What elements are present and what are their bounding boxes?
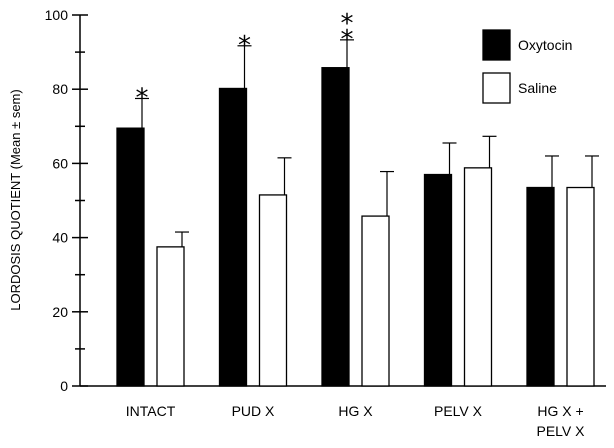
bar-saline — [361, 215, 390, 387]
category-label: HG X — [338, 403, 373, 419]
category-label: INTACT — [126, 403, 176, 419]
error-bars — [135, 39, 599, 247]
bar-oxytocin — [526, 186, 555, 387]
bar-saline — [156, 246, 185, 387]
bars — [116, 67, 595, 387]
significance-star: * — [341, 25, 354, 55]
category-label: PELV X — [434, 403, 483, 419]
significance-star: * — [341, 9, 354, 39]
category-label: PELV X — [537, 423, 586, 439]
bar-oxytocin — [218, 87, 248, 387]
y-tick-label: 80 — [52, 81, 68, 97]
y-tick-label: 60 — [52, 155, 68, 171]
category-labels: INTACT PUD X HG X PELV X HG X + PELV X — [126, 403, 585, 439]
legend-label-oxytocin: Oxytocin — [518, 37, 572, 53]
bar-oxytocin — [423, 173, 453, 387]
y-tick-label: 20 — [52, 304, 68, 320]
bar-oxytocin — [116, 127, 145, 387]
y-axis-title: LORDOSIS QUOTIENT (Mean ± sem) — [8, 89, 23, 310]
y-tick-label: 40 — [52, 230, 68, 246]
category-label: HG X + — [537, 403, 583, 419]
legend-swatch-oxytocin — [482, 29, 511, 61]
significance-marks: **** — [136, 9, 354, 114]
y-axis-title-group: LORDOSIS QUOTIENT (Mean ± sem) — [8, 89, 23, 310]
y-tick-label: 100 — [45, 7, 69, 23]
bar-saline — [258, 194, 288, 387]
legend: Oxytocin Saline — [482, 29, 572, 104]
bar-saline — [566, 186, 595, 387]
significance-star: * — [238, 31, 251, 61]
bar-oxytocin — [321, 67, 350, 387]
significance-star: * — [136, 83, 149, 113]
y-tick-label: 0 — [60, 378, 68, 394]
bar-saline — [463, 167, 493, 387]
legend-label-saline: Saline — [518, 80, 557, 96]
legend-swatch-saline — [482, 72, 511, 104]
category-label: PUD X — [232, 403, 275, 419]
